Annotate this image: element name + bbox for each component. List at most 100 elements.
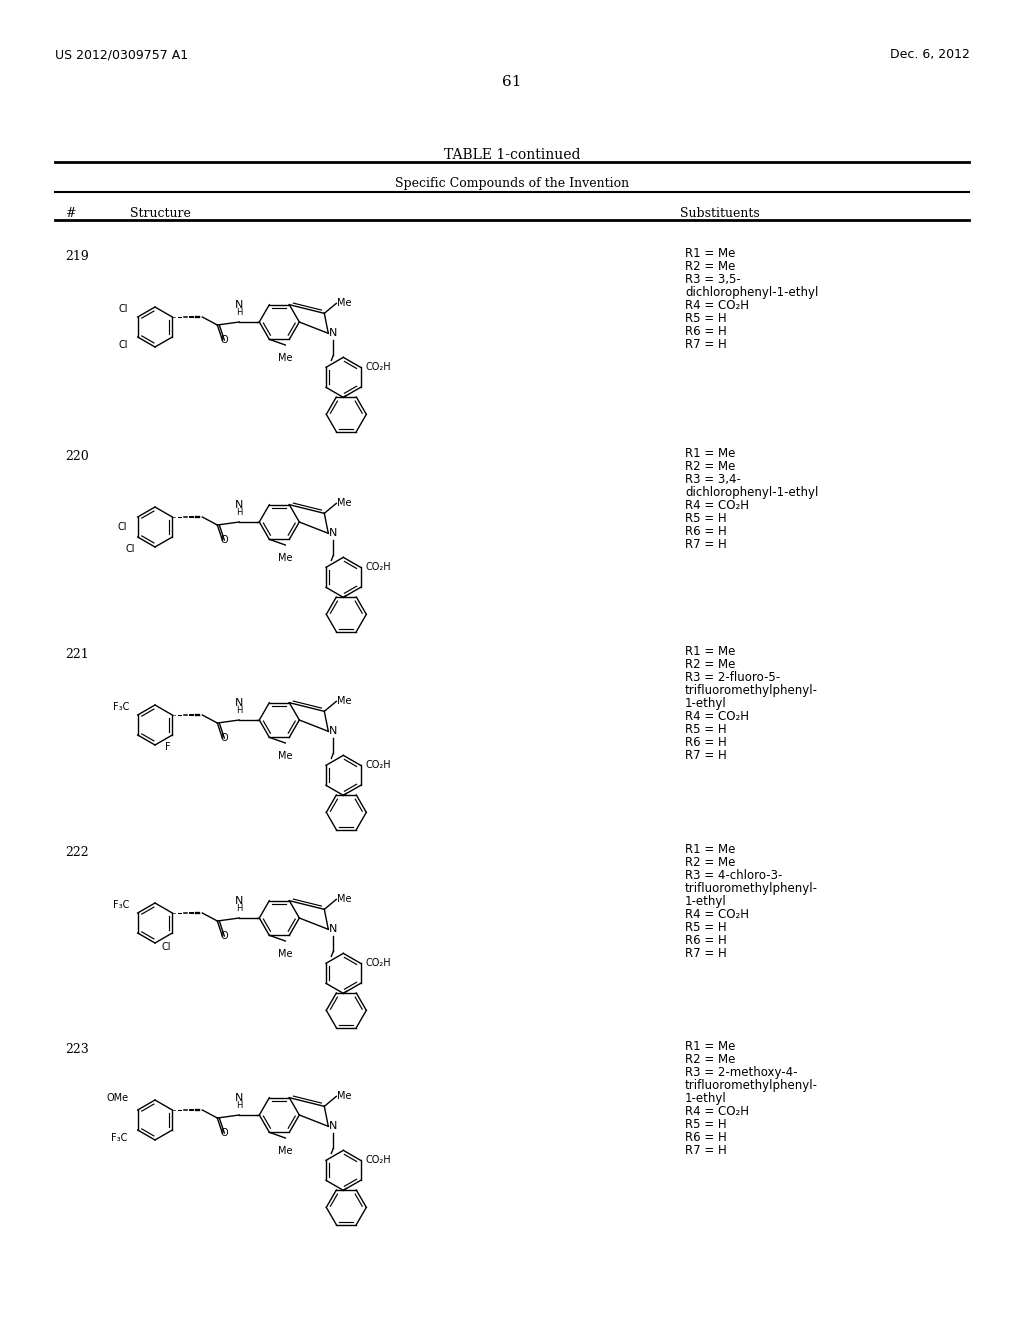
Text: R2 = Me: R2 = Me <box>685 1053 735 1067</box>
Text: 220: 220 <box>65 450 89 463</box>
Text: R6 = H: R6 = H <box>685 525 727 539</box>
Text: Cl: Cl <box>126 544 135 554</box>
Text: R2 = Me: R2 = Me <box>685 855 735 869</box>
Text: trifluoromethylphenyl-: trifluoromethylphenyl- <box>685 882 818 895</box>
Text: R7 = H: R7 = H <box>685 748 727 762</box>
Text: R6 = H: R6 = H <box>685 737 727 748</box>
Text: OMe: OMe <box>106 1093 129 1104</box>
Text: R4 = CO₂H: R4 = CO₂H <box>685 908 749 921</box>
Text: F: F <box>165 742 171 752</box>
Text: R2 = Me: R2 = Me <box>685 260 735 273</box>
Text: R5 = H: R5 = H <box>685 312 727 325</box>
Text: R4 = CO₂H: R4 = CO₂H <box>685 300 749 312</box>
Text: N: N <box>236 500 244 510</box>
Text: N: N <box>329 726 338 737</box>
Text: US 2012/0309757 A1: US 2012/0309757 A1 <box>55 48 188 61</box>
Text: R2 = Me: R2 = Me <box>685 459 735 473</box>
Text: N: N <box>329 924 338 935</box>
Text: Cl: Cl <box>119 341 128 350</box>
Text: 223: 223 <box>65 1043 89 1056</box>
Text: R7 = H: R7 = H <box>685 946 727 960</box>
Text: H: H <box>237 308 243 317</box>
Text: #: # <box>65 207 76 220</box>
Text: R6 = H: R6 = H <box>685 325 727 338</box>
Text: R7 = H: R7 = H <box>685 1144 727 1158</box>
Text: R5 = H: R5 = H <box>685 921 727 935</box>
Text: Me: Me <box>337 298 352 309</box>
Text: H: H <box>237 706 243 715</box>
Text: TABLE 1-continued: TABLE 1-continued <box>443 148 581 162</box>
Text: R1 = Me: R1 = Me <box>685 645 735 657</box>
Text: trifluoromethylphenyl-: trifluoromethylphenyl- <box>685 1078 818 1092</box>
Text: CO₂H: CO₂H <box>366 562 391 573</box>
Text: H: H <box>237 904 243 913</box>
Text: Dec. 6, 2012: Dec. 6, 2012 <box>890 48 970 61</box>
Text: R3 = 4-chloro-3-: R3 = 4-chloro-3- <box>685 869 782 882</box>
Text: R3 = 2-fluoro-5-: R3 = 2-fluoro-5- <box>685 671 780 684</box>
Text: N: N <box>329 329 338 338</box>
Text: O: O <box>220 535 228 545</box>
Text: R1 = Me: R1 = Me <box>685 247 735 260</box>
Text: R7 = H: R7 = H <box>685 539 727 550</box>
Text: R4 = CO₂H: R4 = CO₂H <box>685 710 749 723</box>
Text: R1 = Me: R1 = Me <box>685 447 735 459</box>
Text: Me: Me <box>337 895 352 904</box>
Text: 1-ethyl: 1-ethyl <box>685 697 727 710</box>
Text: O: O <box>220 335 228 345</box>
Text: 61: 61 <box>502 75 522 88</box>
Text: Me: Me <box>279 352 293 363</box>
Text: Me: Me <box>279 553 293 564</box>
Text: R2 = Me: R2 = Me <box>685 657 735 671</box>
Text: R5 = H: R5 = H <box>685 723 727 737</box>
Text: CO₂H: CO₂H <box>366 362 391 372</box>
Text: R4 = CO₂H: R4 = CO₂H <box>685 499 749 512</box>
Text: dichlorophenyl-1-ethyl: dichlorophenyl-1-ethyl <box>685 286 818 300</box>
Text: R7 = H: R7 = H <box>685 338 727 351</box>
Text: Me: Me <box>337 1092 352 1101</box>
Text: R6 = H: R6 = H <box>685 1131 727 1144</box>
Text: 221: 221 <box>65 648 89 661</box>
Text: Me: Me <box>279 751 293 762</box>
Text: dichlorophenyl-1-ethyl: dichlorophenyl-1-ethyl <box>685 486 818 499</box>
Text: R1 = Me: R1 = Me <box>685 843 735 855</box>
Text: Substituents: Substituents <box>680 207 760 220</box>
Text: 219: 219 <box>65 249 89 263</box>
Text: Cl: Cl <box>118 521 127 532</box>
Text: R1 = Me: R1 = Me <box>685 1040 735 1053</box>
Text: R3 = 3,4-: R3 = 3,4- <box>685 473 741 486</box>
Text: R6 = H: R6 = H <box>685 935 727 946</box>
Text: Me: Me <box>279 1146 293 1156</box>
Text: Cl: Cl <box>161 942 171 952</box>
Text: Structure: Structure <box>130 207 190 220</box>
Text: trifluoromethylphenyl-: trifluoromethylphenyl- <box>685 684 818 697</box>
Text: N: N <box>236 1093 244 1104</box>
Text: O: O <box>220 931 228 941</box>
Text: Me: Me <box>337 499 352 508</box>
Text: F₃C: F₃C <box>113 900 129 909</box>
Text: R3 = 2-methoxy-4-: R3 = 2-methoxy-4- <box>685 1067 798 1078</box>
Text: Cl: Cl <box>119 304 128 314</box>
Text: N: N <box>236 698 244 708</box>
Text: O: O <box>220 1129 228 1138</box>
Text: Me: Me <box>337 697 352 706</box>
Text: H: H <box>237 508 243 517</box>
Text: N: N <box>236 300 244 310</box>
Text: R5 = H: R5 = H <box>685 512 727 525</box>
Text: R3 = 3,5-: R3 = 3,5- <box>685 273 740 286</box>
Text: O: O <box>220 733 228 743</box>
Text: 222: 222 <box>65 846 89 859</box>
Text: R5 = H: R5 = H <box>685 1118 727 1131</box>
Text: N: N <box>329 528 338 539</box>
Text: 1-ethyl: 1-ethyl <box>685 895 727 908</box>
Text: CO₂H: CO₂H <box>366 760 391 771</box>
Text: F₃C: F₃C <box>111 1133 127 1143</box>
Text: CO₂H: CO₂H <box>366 958 391 969</box>
Text: N: N <box>236 896 244 906</box>
Text: H: H <box>237 1101 243 1110</box>
Text: F₃C: F₃C <box>113 702 129 711</box>
Text: R4 = CO₂H: R4 = CO₂H <box>685 1105 749 1118</box>
Text: CO₂H: CO₂H <box>366 1155 391 1166</box>
Text: Me: Me <box>279 949 293 960</box>
Text: N: N <box>329 1121 338 1131</box>
Text: Specific Compounds of the Invention: Specific Compounds of the Invention <box>395 177 629 190</box>
